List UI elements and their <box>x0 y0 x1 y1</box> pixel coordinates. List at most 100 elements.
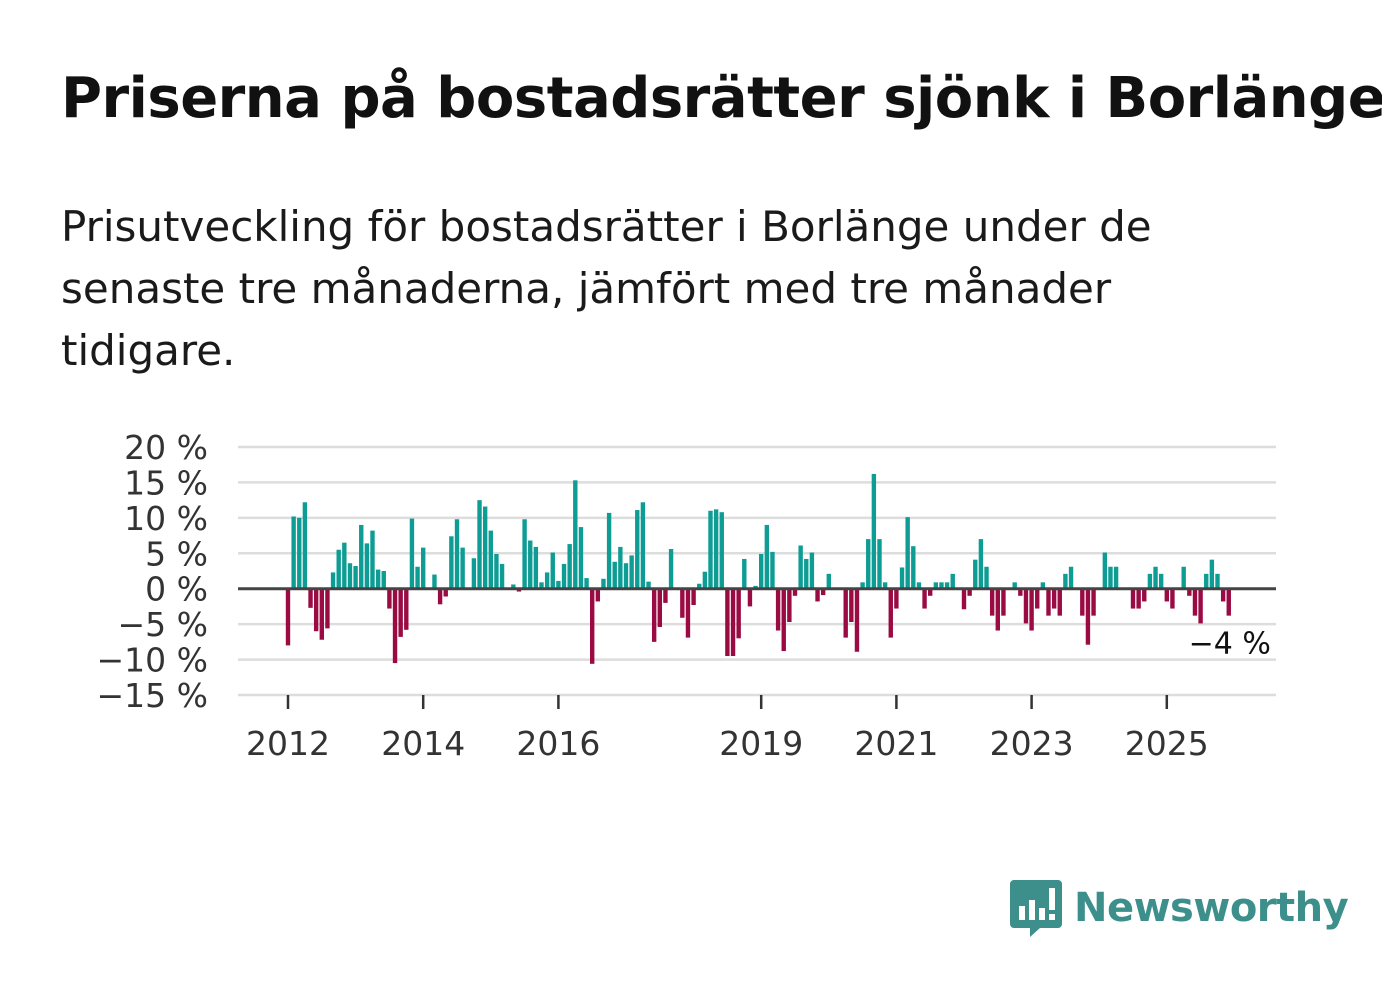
bar <box>1108 566 1113 589</box>
y-tick-label: 20 % <box>124 428 208 467</box>
bar <box>775 588 781 631</box>
bar <box>612 561 617 589</box>
bar <box>849 588 854 623</box>
bar <box>606 512 612 589</box>
bar <box>697 583 702 589</box>
bar <box>601 578 606 589</box>
bar <box>488 530 493 589</box>
bar <box>1198 588 1203 624</box>
bar <box>623 563 629 589</box>
bar <box>792 588 798 596</box>
bar <box>533 546 539 589</box>
bar <box>319 588 324 640</box>
bar <box>854 588 860 652</box>
bar <box>1187 588 1192 596</box>
bar <box>297 517 302 589</box>
bar <box>939 582 944 589</box>
bar <box>421 547 426 589</box>
bar <box>871 473 877 589</box>
bar <box>567 544 572 589</box>
bar <box>905 517 910 589</box>
y-tick-label: 5 % <box>145 534 208 573</box>
bar <box>928 588 933 596</box>
bar <box>584 578 589 589</box>
bar <box>747 588 753 607</box>
bar <box>561 563 567 589</box>
bar <box>392 588 398 664</box>
bar <box>719 512 724 589</box>
bar <box>347 563 353 589</box>
bar <box>590 588 595 664</box>
bar <box>370 530 375 589</box>
bar <box>544 572 550 589</box>
bar <box>843 588 848 638</box>
bar <box>685 588 691 638</box>
bar <box>285 588 291 646</box>
bar <box>702 571 708 589</box>
bar <box>787 588 792 623</box>
y-tick-label: 15 % <box>124 463 208 502</box>
bar <box>961 588 967 610</box>
bar <box>595 588 601 602</box>
bar <box>409 518 415 589</box>
bar <box>1023 588 1029 624</box>
bar <box>1001 588 1006 616</box>
bar <box>1046 588 1051 616</box>
bar <box>1209 559 1215 589</box>
bar <box>1192 588 1198 616</box>
bar <box>364 543 370 589</box>
x-tick-label: 2014 <box>381 724 465 763</box>
bar <box>646 581 651 589</box>
bar <box>471 558 477 589</box>
bar <box>359 524 364 589</box>
bar <box>1153 566 1158 589</box>
bar <box>291 516 296 589</box>
bar <box>1136 588 1141 609</box>
y-tick-label: −15 % <box>97 676 209 715</box>
bar <box>556 580 561 589</box>
bar <box>651 588 657 642</box>
newsworthy-logo-text: Newsworthy <box>1074 885 1349 931</box>
bar <box>944 582 950 589</box>
bar <box>764 524 770 589</box>
bar <box>336 549 341 589</box>
bar <box>1204 573 1209 589</box>
last-value-label: −4 % <box>1189 627 1271 662</box>
bar <box>454 519 460 589</box>
bar <box>325 588 330 629</box>
newsworthy-logo: Newsworthy <box>1010 878 1349 938</box>
bar <box>432 574 437 589</box>
bar <box>815 588 820 602</box>
bar <box>798 545 803 589</box>
bar <box>539 582 544 589</box>
bar <box>759 553 764 589</box>
bar <box>449 536 454 589</box>
bar <box>618 546 623 589</box>
bar <box>1085 588 1091 645</box>
bar <box>1012 582 1017 589</box>
bar <box>522 519 527 589</box>
y-tick-label: 0 % <box>145 570 208 609</box>
bar <box>668 549 674 589</box>
bar <box>1040 582 1046 589</box>
bar <box>1102 552 1108 589</box>
chart-title: Priserna på bostadsrätter sjönk i Borlän… <box>61 66 1382 131</box>
bar <box>398 588 403 637</box>
bar <box>899 567 905 589</box>
bar <box>1035 588 1040 609</box>
bar <box>882 582 888 589</box>
bar <box>381 571 386 589</box>
bar <box>1220 588 1226 602</box>
bar <box>375 569 381 589</box>
x-tick-label: 2023 <box>990 724 1074 763</box>
bar <box>809 552 815 589</box>
bar <box>866 539 871 589</box>
bar <box>950 573 955 589</box>
bar <box>1057 588 1062 616</box>
bar <box>635 510 640 589</box>
bar <box>730 588 736 657</box>
bar <box>860 582 865 589</box>
bar <box>460 547 465 589</box>
bar <box>477 500 482 589</box>
bar <box>1142 588 1147 602</box>
